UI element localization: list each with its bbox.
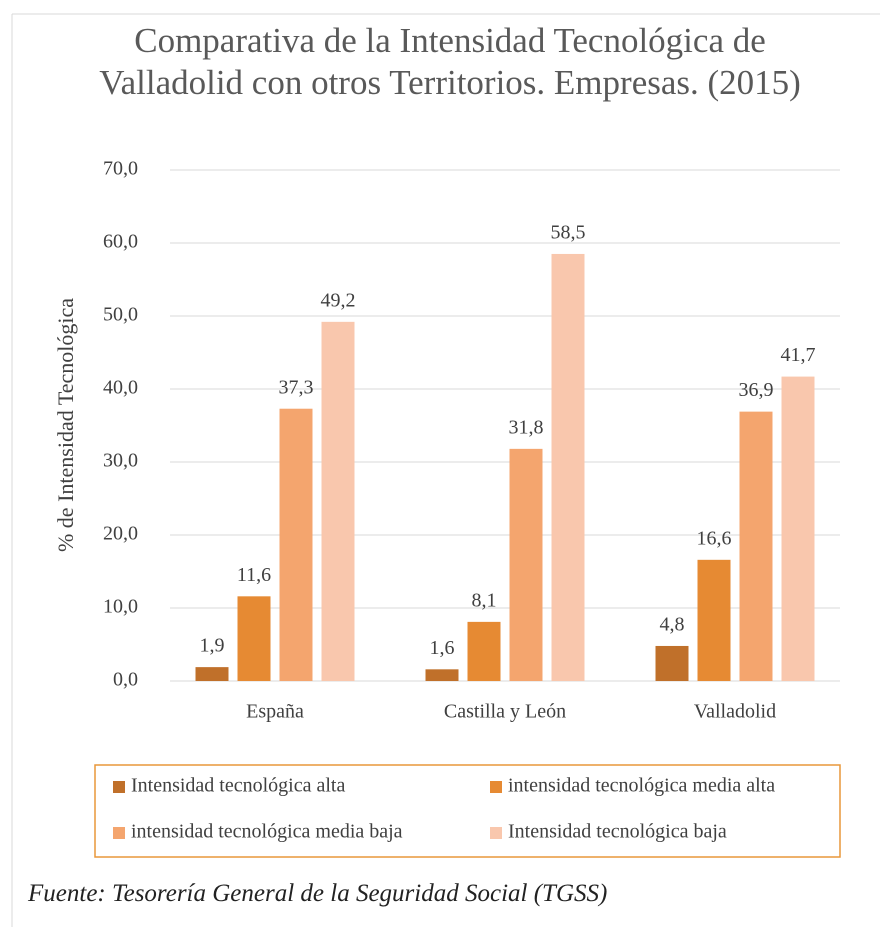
data-label: 37,3 (279, 376, 314, 398)
bar (509, 448, 543, 681)
y-tick-label: 70,0 (103, 158, 138, 180)
y-axis-label: % de Intensidad Tecnológica (53, 298, 78, 552)
legend-label: intensidad tecnológica media baja (131, 821, 403, 843)
bar (237, 596, 271, 681)
x-tick-label: Valladolid (694, 701, 776, 723)
bar (739, 411, 773, 681)
y-tick-label: 30,0 (103, 450, 138, 472)
bar (195, 667, 229, 681)
y-tick-label: 60,0 (103, 231, 138, 253)
bar (425, 669, 459, 681)
legend-label: Intensidad tecnológica alta (131, 775, 345, 797)
bar (697, 559, 731, 681)
data-label: 58,5 (551, 222, 586, 244)
legend-swatch (113, 827, 125, 839)
source: Fuente: Tesorería General de la Segurida… (28, 880, 608, 907)
data-label: 16,6 (697, 527, 732, 549)
data-label: 49,2 (321, 289, 356, 311)
data-label: 4,8 (660, 614, 685, 636)
y-tick-label: 20,0 (103, 523, 138, 545)
legend-box (94, 764, 841, 858)
legend-label: intensidad tecnológica media alta (508, 775, 775, 797)
bar (551, 253, 585, 681)
data-label: 41,7 (781, 344, 816, 366)
legend-swatch (113, 781, 125, 793)
x-tick-label: Castilla y León (444, 701, 566, 723)
bar (279, 408, 313, 681)
bar (655, 645, 689, 681)
chart-title: Comparativa de la Intensidad Tecnológica… (99, 21, 801, 102)
y-tick-label: 50,0 (103, 304, 138, 326)
bar (781, 376, 815, 681)
data-label: 1,6 (430, 637, 455, 659)
data-label: 8,1 (472, 589, 497, 611)
y-tick-label: 40,0 (103, 377, 138, 399)
legend-label: Intensidad tecnológica baja (508, 821, 727, 843)
y-tick-label: 0,0 (113, 669, 138, 691)
x-tick-label: España (246, 701, 304, 723)
data-label: 31,8 (509, 416, 544, 438)
data-label: 1,9 (200, 635, 225, 657)
bar (467, 621, 501, 681)
data-label: 36,9 (739, 379, 774, 401)
legend-swatch (490, 781, 502, 793)
bar (321, 321, 355, 681)
y-tick-label: 10,0 (103, 596, 138, 618)
legend-swatch (490, 827, 502, 839)
data-label: 11,6 (237, 564, 271, 586)
